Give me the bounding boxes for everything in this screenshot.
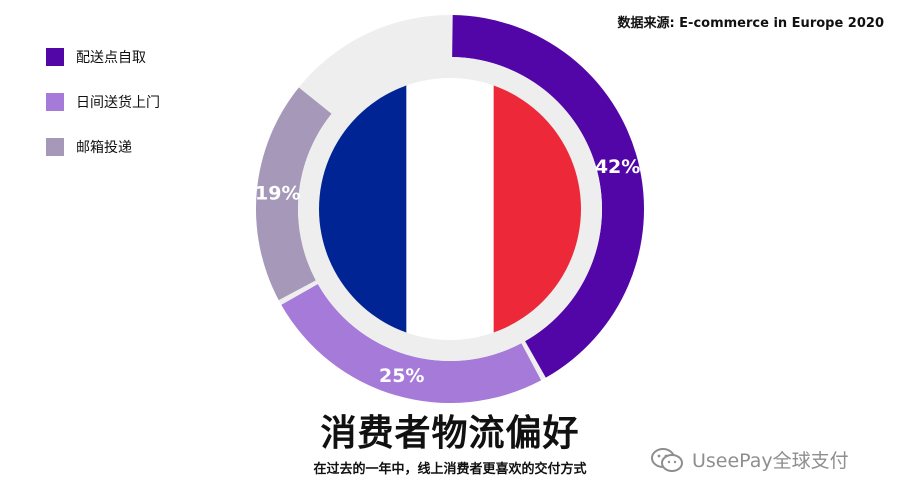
donut-value-labels: 42% 25% 19% bbox=[255, 156, 640, 387]
value-label-home-delivery: 25% bbox=[379, 365, 424, 387]
legend-item-home-delivery: 日间送货上门 bbox=[46, 91, 160, 113]
chart-legend: 配送点自取 日间送货上门 邮箱投递 bbox=[46, 46, 160, 181]
legend-swatch-pickup bbox=[46, 48, 64, 66]
watermark-text: UseePay全球支付 bbox=[692, 450, 849, 472]
donut-slices bbox=[255, 15, 644, 403]
donut-slice-home-delivery bbox=[281, 284, 542, 403]
wechat-icon bbox=[651, 447, 683, 472]
france-flag-icon bbox=[319, 78, 581, 340]
watermark: UseePay全球支付 bbox=[650, 446, 849, 473]
value-label-pickup: 42% bbox=[595, 156, 640, 178]
donut-slice-pickup bbox=[452, 15, 644, 378]
legend-label-postal: 邮箱投递 bbox=[76, 140, 132, 156]
data-source-note: 数据来源: E-commerce in Europe 2020 bbox=[617, 16, 884, 31]
donut-slice-postal bbox=[255, 87, 332, 301]
chart-subtitle: 在过去的一年中，线上消费者更喜欢的交付方式 bbox=[313, 462, 587, 477]
legend-label-home-delivery: 日间送货上门 bbox=[76, 95, 160, 111]
legend-swatch-home-delivery bbox=[46, 93, 64, 111]
value-label-postal: 19% bbox=[255, 183, 300, 205]
legend-item-pickup: 配送点自取 bbox=[46, 46, 160, 68]
flag-stripe-white bbox=[406, 78, 495, 340]
chart-title: 消费者物流偏好 bbox=[320, 413, 580, 454]
legend-label-pickup: 配送点自取 bbox=[76, 50, 146, 66]
legend-swatch-postal bbox=[46, 138, 64, 156]
legend-item-postal: 邮箱投递 bbox=[46, 136, 160, 158]
